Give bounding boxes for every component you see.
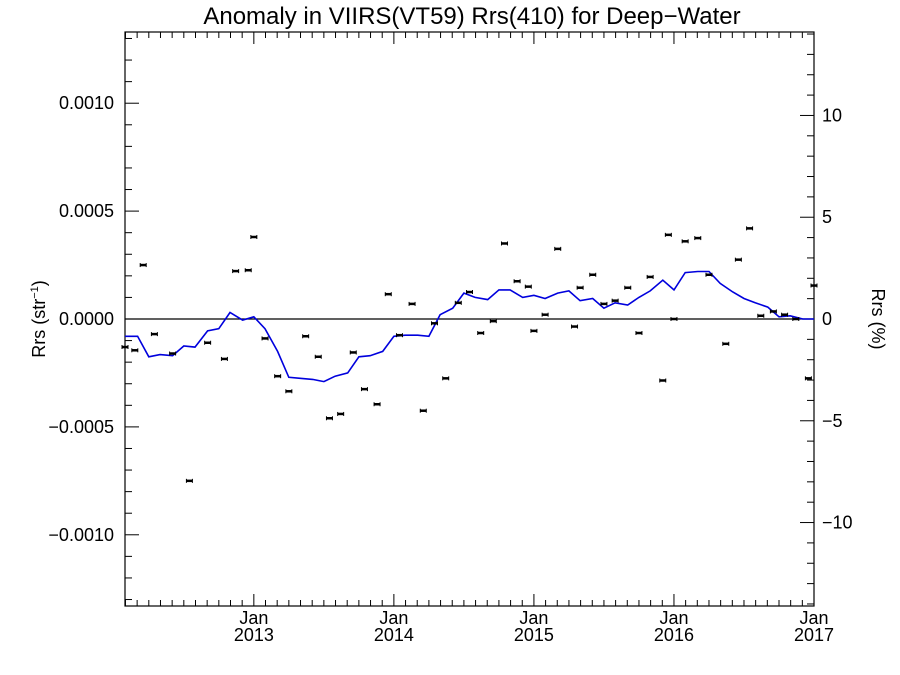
anomaly-point [513, 279, 521, 284]
anomaly-point [349, 350, 357, 355]
right-y-tick-label: 5 [822, 207, 832, 227]
anomaly-point [734, 257, 742, 262]
monthly-anomaly-points [121, 226, 818, 483]
anomaly-point [373, 402, 381, 407]
anomaly-point [419, 408, 427, 413]
anomaly-point [384, 292, 392, 297]
anomaly-point [325, 416, 333, 421]
smoothed-anomaly-line [125, 270, 814, 383]
anomaly-point [810, 283, 818, 288]
anomaly-point [430, 321, 438, 326]
anomaly-point [705, 272, 713, 277]
anomaly-point [757, 313, 765, 318]
anomaly-point [635, 331, 643, 336]
left-y-tick-label: −0.0010 [48, 525, 114, 545]
x-tick-label-month: Jan [799, 608, 828, 628]
right-y-tick-label: 10 [822, 105, 842, 125]
anomaly-point [659, 378, 667, 383]
anomaly-point [589, 272, 597, 277]
anomaly-point [694, 236, 702, 241]
anomaly-point [477, 331, 485, 336]
left-y-tick-label: 0.0005 [59, 201, 114, 221]
anomaly-point [139, 263, 147, 268]
anomaly-point [466, 290, 473, 295]
anomaly-point [274, 374, 282, 379]
anomaly-point [554, 246, 562, 251]
anomaly-point [337, 411, 345, 416]
left-y-axis: 0.0010 0.0005 0.0000 −0.0005 −0.0010 [48, 37, 139, 601]
right-y-axis-label: Rrs (%) [868, 289, 888, 350]
anomaly-point [360, 387, 368, 392]
left-y-tick-label: 0.0010 [59, 93, 114, 113]
anomaly-point [169, 351, 177, 356]
anomaly-point [611, 298, 619, 303]
left-y-axis-label: Rrs (str−1) [29, 280, 49, 358]
anomaly-point [530, 328, 538, 333]
x-tick-label-month: Jan [379, 608, 408, 628]
anomaly-point [664, 232, 672, 237]
anomaly-point [302, 334, 310, 339]
x-tick-label-month: Jan [659, 608, 688, 628]
x-tick-label-month: Jan [239, 608, 268, 628]
anomaly-point [722, 341, 730, 346]
anomaly-point [600, 301, 608, 306]
anomaly-point [261, 336, 269, 341]
anomaly-point [524, 284, 532, 289]
anomaly-point [792, 317, 800, 321]
anomaly-point [489, 319, 497, 324]
anomaly-point [131, 348, 139, 353]
x-tick-label-year: 2016 [654, 625, 694, 645]
anomaly-point [781, 312, 789, 317]
right-y-tick-label: 0 [822, 309, 832, 329]
anomaly-point [746, 226, 754, 231]
anomaly-point [681, 239, 689, 244]
anomaly-point [454, 300, 462, 305]
anomaly-point [442, 376, 450, 381]
anomaly-point [314, 354, 322, 359]
x-tick-label-month: Jan [519, 608, 548, 628]
anomaly-point [244, 268, 252, 273]
x-tick-label-year: 2015 [514, 625, 554, 645]
x-tick-label-year: 2013 [234, 625, 274, 645]
anomaly-point [185, 478, 193, 483]
chart-title: Anomaly in VIIRS(VT59) Rrs(410) for Deep… [203, 3, 740, 30]
anomaly-point [646, 274, 654, 279]
anomaly-point [204, 340, 212, 345]
anomaly-point [395, 333, 403, 338]
anomaly-point [408, 301, 416, 306]
right-y-tick-label: −10 [822, 513, 853, 533]
left-y-tick-label: −0.0005 [48, 417, 114, 437]
anomaly-point [804, 376, 812, 381]
anomaly-point [501, 241, 509, 246]
left-y-tick-label: 0.0000 [59, 309, 114, 329]
anomaly-point [541, 312, 549, 317]
anomaly-point [121, 345, 129, 350]
x-tick-label-year: 2014 [374, 625, 414, 645]
right-y-axis: 10 5 0 −5 −10 [800, 33, 853, 605]
right-y-tick-label: −5 [822, 411, 843, 431]
anomaly-point [232, 269, 240, 274]
anomaly-point [285, 389, 293, 394]
anomaly-point [150, 332, 158, 337]
anomaly-point [624, 285, 632, 290]
smoothed-anomaly-series [125, 270, 814, 383]
x-tick-label-year: 2017 [794, 625, 834, 645]
anomaly-point [250, 235, 258, 239]
anomaly-point [576, 285, 584, 290]
anomaly-point [220, 356, 228, 361]
anomaly-point [670, 317, 678, 321]
anomaly-point [769, 309, 777, 314]
anomaly-point [571, 324, 579, 329]
